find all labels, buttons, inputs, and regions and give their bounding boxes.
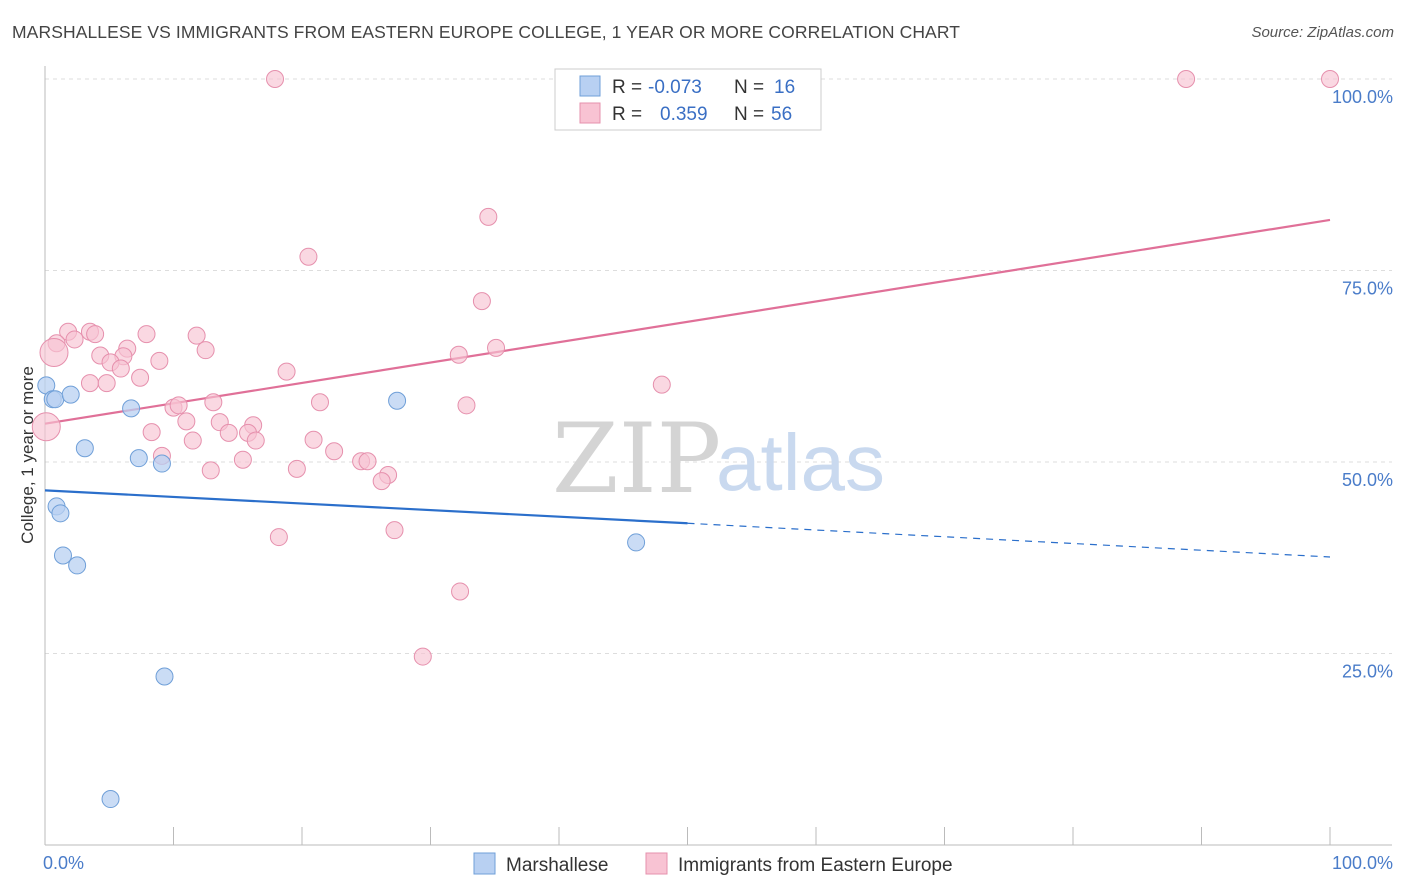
series-legend-eastern-europe: Immigrants from Eastern Europe bbox=[678, 855, 953, 876]
point-eastern-europe-40 bbox=[183, 431, 202, 450]
x-tick-label-1: 100.0% bbox=[1332, 853, 1393, 873]
trend-lines bbox=[44, 218, 1331, 558]
y-tick-labels: 25.0% 50.0% 75.0% 100.0% bbox=[1332, 87, 1393, 682]
point-eastern-europe-12 bbox=[137, 325, 156, 344]
point-eastern-europe-25 bbox=[97, 374, 116, 393]
series-legend-swatch-marshallese bbox=[473, 852, 496, 875]
point-eastern-europe-32 bbox=[457, 396, 476, 415]
point-eastern-europe-42 bbox=[304, 430, 323, 449]
point-eastern-europe-22 bbox=[449, 345, 468, 364]
y-tick-label-1: 50.0% bbox=[1342, 470, 1393, 490]
point-eastern-europe-38 bbox=[219, 423, 238, 442]
legend-r-label-0: R = bbox=[612, 77, 642, 98]
legend-n-label-1: N = bbox=[734, 104, 764, 125]
legend-r-value-1: 0.359 bbox=[660, 104, 708, 125]
point-eastern-europe-19 bbox=[150, 351, 169, 370]
point-eastern-europe-52 bbox=[269, 528, 288, 547]
trend-line-marshallese bbox=[44, 489, 688, 525]
point-eastern-europe-15 bbox=[196, 341, 215, 360]
point-marshallese-5 bbox=[122, 399, 141, 418]
point-marshallese-2 bbox=[46, 390, 65, 409]
y-tick-label-2: 75.0% bbox=[1342, 279, 1393, 299]
grid-lines bbox=[45, 78, 1392, 654]
point-eastern-europe-45 bbox=[233, 450, 252, 469]
point-eastern-europe-27 bbox=[652, 375, 671, 394]
point-eastern-europe-3 bbox=[479, 207, 498, 226]
legend-n-label-0: N = bbox=[734, 77, 764, 98]
point-eastern-europe-30 bbox=[204, 393, 223, 412]
point-eastern-europe-31 bbox=[310, 393, 329, 412]
point-eastern-europe-53 bbox=[385, 521, 404, 540]
point-eastern-europe-9 bbox=[65, 330, 84, 349]
point-eastern-europe-47 bbox=[358, 452, 377, 471]
source-credit: Source: ZipAtlas.com bbox=[1251, 24, 1394, 41]
legend-n-value-0: 16 bbox=[774, 77, 795, 98]
point-eastern-europe-21 bbox=[487, 338, 506, 357]
series-legend: Marshallese Immigrants from Eastern Euro… bbox=[473, 852, 953, 876]
point-eastern-europe-26 bbox=[131, 368, 150, 387]
point-eastern-europe-23 bbox=[277, 362, 296, 381]
legend-r-value-0: -0.073 bbox=[648, 77, 702, 98]
point-eastern-europe-2 bbox=[1321, 70, 1339, 88]
x-tick-label-0: 0.0% bbox=[43, 853, 84, 873]
point-eastern-europe-1 bbox=[1177, 70, 1196, 88]
point-marshallese-12 bbox=[68, 556, 87, 575]
point-marshallese-7 bbox=[152, 454, 171, 473]
point-eastern-europe-41 bbox=[246, 431, 265, 450]
point-eastern-europe-13 bbox=[187, 326, 206, 345]
y-tick-label-3: 100.0% bbox=[1332, 87, 1393, 107]
point-marshallese-14 bbox=[155, 667, 174, 686]
x-tick-labels: 0.0% 100.0% bbox=[43, 853, 1393, 873]
series-legend-swatch-eastern-europe bbox=[645, 852, 668, 875]
point-eastern-europe-43 bbox=[325, 442, 344, 461]
point-eastern-europe-11 bbox=[86, 325, 105, 344]
data-points bbox=[31, 70, 1339, 809]
point-marshallese-8 bbox=[388, 391, 407, 410]
point-eastern-europe-24 bbox=[80, 374, 99, 393]
point-eastern-europe-10 bbox=[39, 337, 69, 367]
watermark-atlas: atlas bbox=[716, 418, 885, 507]
point-marshallese-15 bbox=[101, 790, 120, 809]
trend-line-marshallese-projection bbox=[687, 522, 1331, 558]
watermark-zip: ZIP bbox=[552, 403, 721, 515]
point-eastern-europe-51 bbox=[372, 472, 391, 491]
point-marshallese-13 bbox=[627, 533, 646, 552]
point-eastern-europe-20 bbox=[111, 359, 130, 378]
point-eastern-europe-55 bbox=[413, 647, 432, 666]
point-eastern-europe-48 bbox=[201, 461, 220, 480]
point-eastern-europe-37 bbox=[142, 423, 161, 442]
chart-title: MARSHALLESE VS IMMIGRANTS FROM EASTERN E… bbox=[12, 22, 961, 42]
series-legend-marshallese: Marshallese bbox=[506, 855, 608, 876]
point-marshallese-10 bbox=[51, 504, 70, 523]
point-eastern-europe-5 bbox=[472, 292, 491, 311]
legend-r-label-1: R = bbox=[612, 104, 642, 125]
stats-legend: R = -0.073 N = 16 R = 0.359 N = 56 bbox=[554, 68, 822, 131]
point-eastern-europe-33 bbox=[177, 412, 196, 431]
point-eastern-europe-36 bbox=[31, 412, 61, 442]
legend-swatch-blue bbox=[579, 75, 601, 97]
axes bbox=[44, 66, 1392, 846]
point-marshallese-4 bbox=[75, 439, 94, 458]
point-eastern-europe-4 bbox=[299, 247, 318, 266]
y-axis-label: College, 1 year or more bbox=[18, 366, 37, 544]
point-eastern-europe-49 bbox=[287, 459, 306, 478]
point-eastern-europe-54 bbox=[451, 582, 470, 601]
y-tick-label-0: 25.0% bbox=[1342, 662, 1393, 682]
point-marshallese-11 bbox=[53, 546, 72, 565]
point-marshallese-6 bbox=[129, 449, 148, 468]
point-marshallese-3 bbox=[61, 385, 80, 404]
legend-swatch-pink bbox=[579, 102, 601, 124]
trend-line-eastern-europe bbox=[44, 218, 1331, 425]
point-eastern-europe-0 bbox=[266, 70, 285, 88]
point-eastern-europe-29 bbox=[169, 396, 188, 415]
legend-n-value-1: 56 bbox=[771, 104, 792, 125]
watermark: ZIP atlas bbox=[552, 403, 885, 515]
